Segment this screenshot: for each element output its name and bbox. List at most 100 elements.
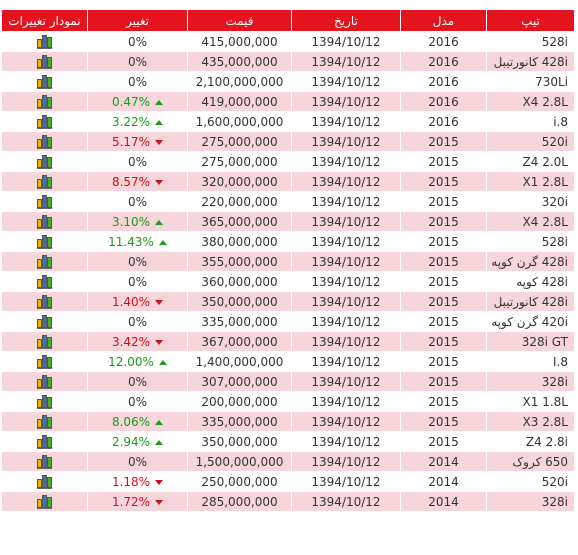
- change-value: 0%: [127, 54, 148, 69]
- cell-chart: [1, 391, 88, 412]
- change-value: 3.22%: [111, 114, 151, 129]
- cell-price: 250,000,000: [187, 471, 292, 492]
- bar-chart-icon[interactable]: [37, 334, 52, 349]
- header-model: مدل: [400, 9, 487, 32]
- cell-chart: [1, 351, 88, 372]
- bar-chart-icon[interactable]: [37, 494, 52, 509]
- cell-chart: [1, 231, 88, 252]
- table-row: X4 2.8L 2015 1394/10/12 365,000,000 3.10%: [1, 211, 575, 232]
- cell-type: X1 1.8L: [486, 391, 575, 412]
- cell-change: 1.40%: [87, 291, 188, 312]
- cell-date: 1394/10/12: [291, 271, 401, 292]
- cell-change: 0%: [87, 51, 188, 72]
- cell-change: 3.22%: [87, 111, 188, 132]
- cell-price: 335,000,000: [187, 411, 292, 432]
- table-row: 730Li 2016 1394/10/12 2,100,000,000 0%: [1, 71, 575, 92]
- cell-chart: [1, 71, 88, 92]
- table-row: 650 کروک 2014 1394/10/12 1,500,000,000 0%: [1, 451, 575, 472]
- cell-type: 328i GT: [486, 331, 575, 352]
- cell-date: 1394/10/12: [291, 411, 401, 432]
- cell-change: 0.47%: [87, 91, 188, 112]
- cell-model: 2015: [400, 331, 487, 352]
- cell-price: 1,500,000,000: [187, 451, 292, 472]
- change-value-wrap: 11.43%: [108, 235, 167, 249]
- cell-date: 1394/10/12: [291, 31, 401, 52]
- cell-model: 2016: [400, 71, 487, 92]
- change-value-wrap: 0%: [128, 455, 147, 469]
- change-value-wrap: 0%: [128, 375, 147, 389]
- cell-price: 285,000,000: [187, 491, 292, 512]
- cell-chart: [1, 111, 88, 132]
- bar-chart-icon[interactable]: [37, 54, 52, 69]
- bar-chart-icon[interactable]: [37, 34, 52, 49]
- change-value-wrap: 0%: [128, 55, 147, 69]
- triangle-down-icon: [155, 139, 164, 145]
- bar-chart-icon[interactable]: [37, 434, 52, 449]
- cell-date: 1394/10/12: [291, 191, 401, 212]
- change-value-wrap: 0%: [128, 35, 147, 49]
- change-value-wrap: 0.47%: [112, 95, 164, 109]
- cell-chart: [1, 371, 88, 392]
- cell-date: 1394/10/12: [291, 111, 401, 132]
- bar-chart-icon[interactable]: [37, 214, 52, 229]
- cell-chart: [1, 411, 88, 432]
- change-value-wrap: 1.72%: [112, 495, 164, 509]
- bar-chart-icon[interactable]: [37, 374, 52, 389]
- cell-type: 428i کانورتیبل: [486, 291, 575, 312]
- cell-date: 1394/10/12: [291, 451, 401, 472]
- triangle-down-icon: [155, 499, 164, 505]
- change-value-wrap: 0%: [128, 155, 147, 169]
- cell-change: 12.00%: [87, 351, 188, 372]
- cell-model: 2015: [400, 431, 487, 452]
- bar-chart-icon[interactable]: [37, 194, 52, 209]
- change-value: 8.06%: [111, 414, 151, 429]
- triangle-up-icon: [158, 359, 167, 365]
- cell-type: X3 2.8L: [486, 411, 575, 432]
- change-value: 0%: [127, 394, 148, 409]
- bar-chart-icon[interactable]: [37, 74, 52, 89]
- bar-chart-icon[interactable]: [37, 114, 52, 129]
- bar-chart-icon[interactable]: [37, 154, 52, 169]
- table-row: 328i 2014 1394/10/12 285,000,000 1.72%: [1, 491, 575, 512]
- change-value: 0%: [127, 454, 148, 469]
- cell-type: X4 2.8L: [486, 211, 575, 232]
- cell-date: 1394/10/12: [291, 71, 401, 92]
- bar-chart-icon[interactable]: [37, 454, 52, 469]
- bar-chart-icon[interactable]: [37, 274, 52, 289]
- cell-type: 328i: [486, 491, 575, 512]
- table-row: 420i گرن کوپه 2015 1394/10/12 335,000,000 0%: [1, 311, 575, 332]
- change-value-wrap: 0%: [128, 255, 147, 269]
- bar-chart-icon[interactable]: [37, 294, 52, 309]
- change-value: 8.57%: [111, 174, 151, 189]
- cell-type: I.8: [486, 351, 575, 372]
- cell-change: 1.72%: [87, 491, 188, 512]
- cell-change: 0%: [87, 151, 188, 172]
- cell-date: 1394/10/12: [291, 371, 401, 392]
- bar-chart-icon[interactable]: [37, 254, 52, 269]
- cell-date: 1394/10/12: [291, 51, 401, 72]
- cell-chart: [1, 251, 88, 272]
- price-table-container: تیپ مدل تاریخ قیمت تغییر نمودار تغییرات …: [1, 9, 575, 512]
- change-value: 1.18%: [111, 474, 151, 489]
- cell-model: 2015: [400, 231, 487, 252]
- cell-model: 2015: [400, 411, 487, 432]
- bar-chart-icon[interactable]: [37, 414, 52, 429]
- bar-chart-icon[interactable]: [37, 354, 52, 369]
- cell-model: 2015: [400, 291, 487, 312]
- change-value: 0%: [127, 254, 148, 269]
- cell-price: 350,000,000: [187, 291, 292, 312]
- cell-date: 1394/10/12: [291, 151, 401, 172]
- cell-date: 1394/10/12: [291, 171, 401, 192]
- cell-change: 8.57%: [87, 171, 188, 192]
- bar-chart-icon[interactable]: [37, 94, 52, 109]
- bar-chart-icon[interactable]: [37, 314, 52, 329]
- table-row: 520i 2015 1394/10/12 275,000,000 5.17%: [1, 131, 575, 152]
- bar-chart-icon[interactable]: [37, 134, 52, 149]
- triangle-up-icon: [158, 239, 167, 245]
- price-table: تیپ مدل تاریخ قیمت تغییر نمودار تغییرات …: [1, 9, 575, 512]
- bar-chart-icon[interactable]: [37, 174, 52, 189]
- bar-chart-icon[interactable]: [37, 474, 52, 489]
- cell-change: 1.18%: [87, 471, 188, 492]
- bar-chart-icon[interactable]: [37, 394, 52, 409]
- bar-chart-icon[interactable]: [37, 234, 52, 249]
